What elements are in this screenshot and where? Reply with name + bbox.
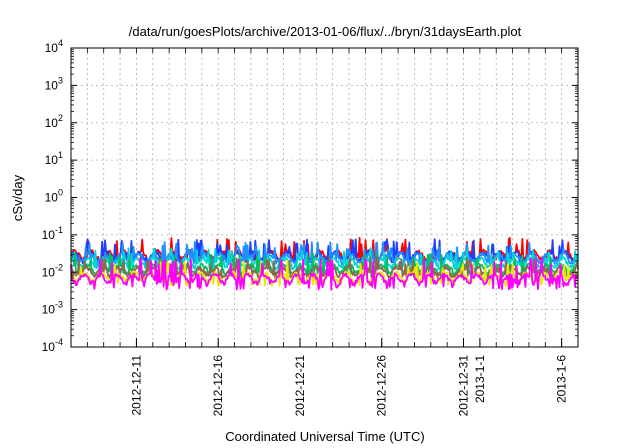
- y-tick-label: 102: [45, 113, 63, 130]
- x-tick-label: 2012-12-26: [375, 355, 389, 417]
- x-tick-label: 2012-12-16: [211, 355, 225, 417]
- y-tick-label: 101: [45, 150, 63, 167]
- grid: [71, 48, 578, 347]
- axis-ticks: [71, 47, 578, 348]
- series-line: [70, 257, 579, 291]
- x-tick-label: 2012-12-21: [293, 355, 307, 417]
- y-tick-label: 100: [45, 188, 63, 205]
- y-axis-tick-labels: 10-4 10-3 10-2 10-1 100 101 102 103 104: [42, 38, 63, 354]
- x-tick-label: 2013-1-6: [555, 355, 569, 403]
- y-tick-label: 103: [45, 75, 63, 92]
- series-lines: [70, 236, 579, 291]
- y-axis-label: cSv/day: [10, 174, 25, 221]
- x-axis-tick-labels: 2012-12-11 2012-12-16 2012-12-21 2012-12-26…: [129, 355, 568, 417]
- y-tick-label: 10-3: [42, 300, 63, 317]
- y-tick-label: 104: [45, 38, 63, 55]
- x-tick-label: 2013-1-1: [473, 355, 487, 403]
- chart-title: /data/run/goesPlots/archive/2013-01-06/f…: [129, 24, 522, 39]
- x-axis-label: Coordinated Universal Time (UTC): [225, 429, 424, 444]
- y-tick-label: 10-1: [42, 225, 63, 242]
- y-tick-label: 10-2: [42, 262, 63, 279]
- x-tick-label: 2012-12-11: [129, 355, 143, 416]
- x-tick-label: 2012-12-31: [457, 355, 471, 417]
- y-tick-label: 10-4: [42, 337, 63, 354]
